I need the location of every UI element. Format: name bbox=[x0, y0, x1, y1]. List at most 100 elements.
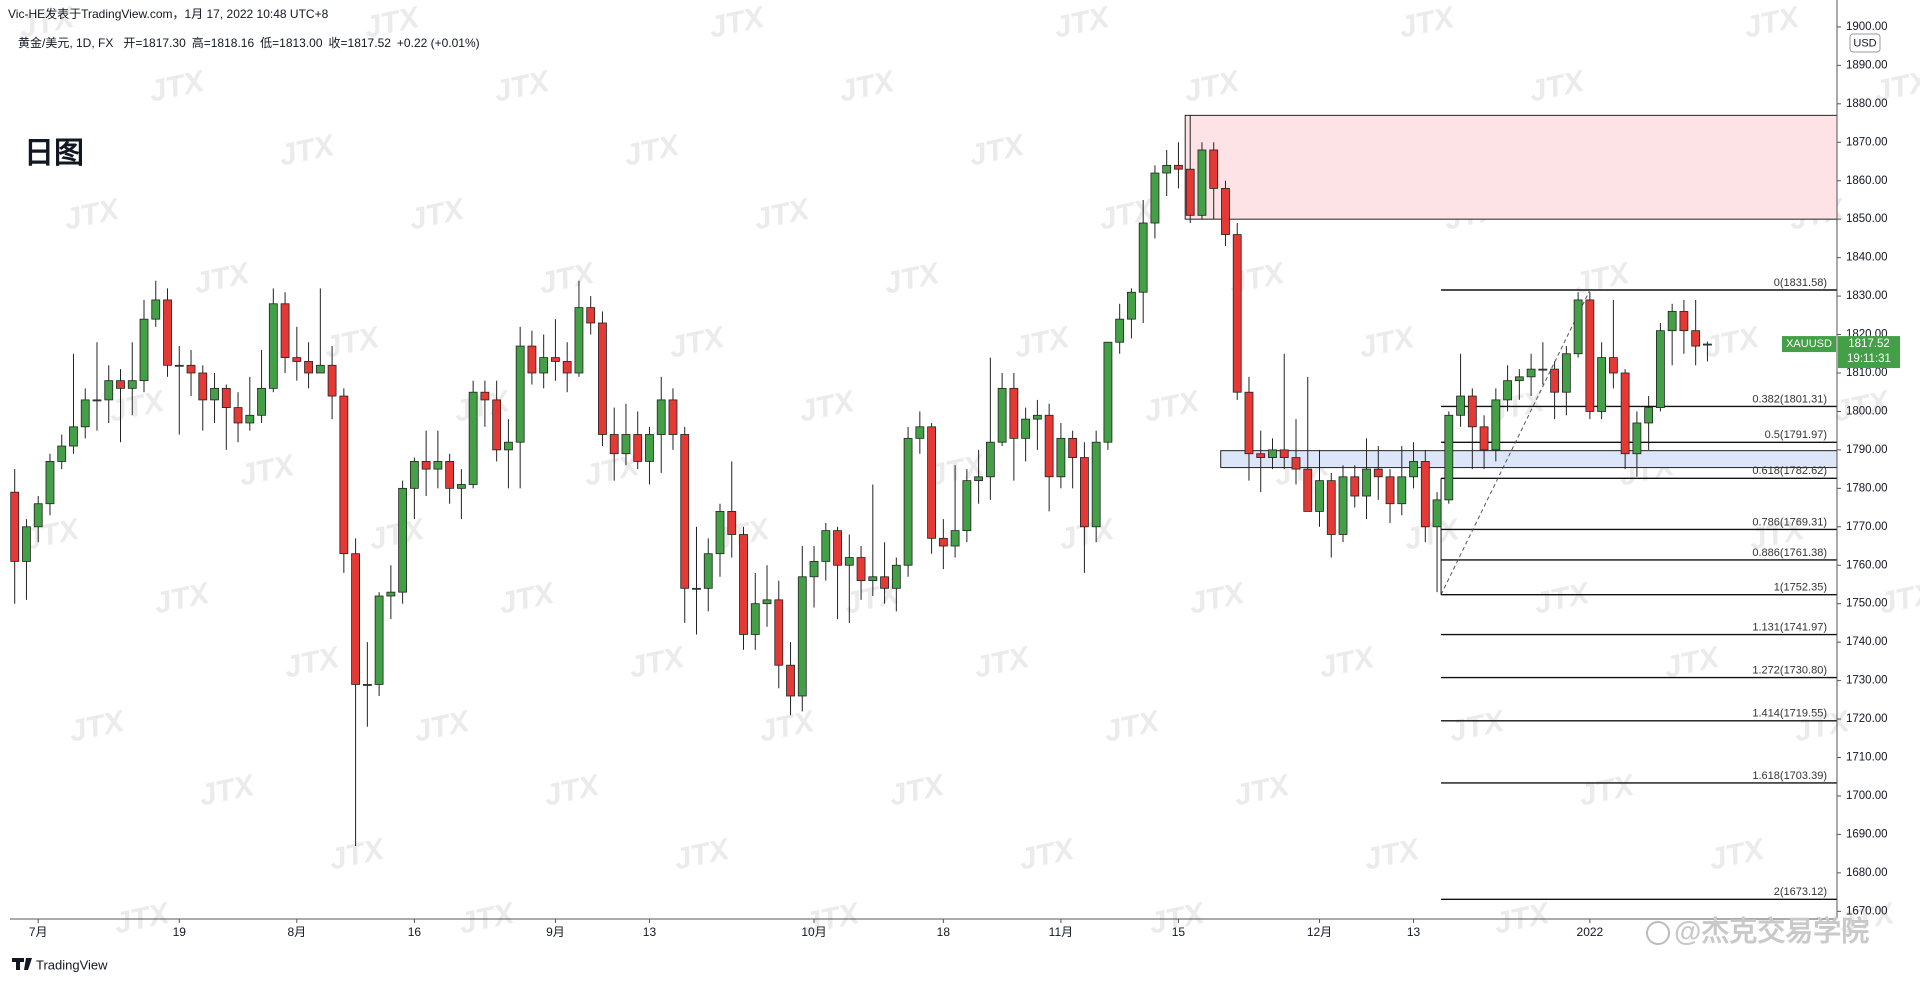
candle-body bbox=[386, 591, 396, 597]
candle-body bbox=[985, 441, 995, 478]
fib-label: 0.886(1761.38) bbox=[1752, 547, 1827, 559]
y-tick-label: 1770.00 bbox=[1846, 521, 1888, 533]
candle-body bbox=[480, 391, 490, 401]
ticker: XAUUSD bbox=[1786, 338, 1832, 350]
candle-body bbox=[1091, 441, 1101, 528]
candle-body bbox=[351, 553, 360, 685]
candle-body bbox=[1338, 476, 1348, 535]
candle-body bbox=[280, 303, 290, 359]
candle-body bbox=[844, 557, 854, 566]
candle-body bbox=[1573, 299, 1583, 355]
legend-item: 收=1817.52 bbox=[329, 36, 392, 50]
candle-body bbox=[1491, 399, 1501, 451]
candle-body bbox=[1620, 372, 1630, 455]
candle-body bbox=[1291, 457, 1301, 470]
candle-body bbox=[1115, 318, 1125, 343]
y-tick-label: 1710.00 bbox=[1846, 752, 1888, 764]
candle-body bbox=[668, 399, 678, 435]
candle-body bbox=[938, 537, 948, 547]
candle-body bbox=[1197, 149, 1207, 216]
candle-body bbox=[1608, 357, 1618, 374]
candle-body bbox=[809, 560, 819, 578]
candle-body bbox=[80, 399, 90, 428]
candle-body bbox=[598, 322, 607, 435]
candle-body bbox=[69, 426, 78, 447]
y-tick-label: 1740.00 bbox=[1846, 636, 1888, 648]
candle-body bbox=[1044, 414, 1054, 478]
brand-name: TradingView bbox=[36, 957, 108, 972]
candle-body bbox=[433, 461, 443, 470]
candle-body bbox=[374, 595, 384, 685]
candle-body bbox=[551, 357, 560, 362]
candle-body bbox=[574, 307, 584, 374]
x-tick-label: 12月 bbox=[1307, 925, 1332, 939]
y-tick-label: 1870.00 bbox=[1846, 136, 1888, 148]
candle-body bbox=[45, 461, 55, 505]
y-tick-label: 1720.00 bbox=[1846, 713, 1888, 725]
candle-body bbox=[1303, 468, 1313, 512]
candle-body bbox=[504, 441, 513, 451]
candle-body bbox=[1397, 476, 1407, 505]
candle-body bbox=[421, 461, 431, 470]
candle-body bbox=[245, 414, 255, 424]
candle-body bbox=[962, 480, 972, 532]
candle-body bbox=[1315, 480, 1324, 512]
candle-body bbox=[1479, 426, 1489, 451]
candle-body bbox=[868, 576, 878, 582]
candle-body bbox=[1514, 376, 1524, 382]
header: Vic-HE发表于TradingView.com，1月 17, 2022 10:… bbox=[8, 6, 329, 21]
y-tick-label: 1860.00 bbox=[1846, 175, 1888, 187]
candle-body bbox=[315, 364, 325, 374]
candle-body bbox=[539, 357, 549, 374]
candle-body bbox=[1232, 234, 1242, 393]
x-tick-label: 2022 bbox=[1577, 925, 1604, 939]
candle-body bbox=[645, 434, 654, 462]
candle-body bbox=[163, 299, 172, 366]
candle-body bbox=[1350, 476, 1360, 497]
candle-body bbox=[116, 380, 125, 389]
y-tick-label: 1760.00 bbox=[1846, 559, 1888, 571]
last-price: 1817.52 bbox=[1848, 338, 1890, 350]
candle-body bbox=[362, 684, 372, 686]
y-tick-label: 1730.00 bbox=[1846, 675, 1888, 687]
fib-label: 0.786(1769.31) bbox=[1752, 516, 1827, 528]
y-tick-label: 1880.00 bbox=[1846, 98, 1888, 110]
candle-body bbox=[856, 557, 866, 582]
fib-label: 2(1673.12) bbox=[1774, 886, 1827, 898]
candle-body bbox=[1585, 299, 1595, 412]
candle-body bbox=[1221, 188, 1230, 235]
candle-body bbox=[1444, 414, 1454, 501]
y-tick-label: 1670.00 bbox=[1846, 905, 1888, 917]
fib-label: 1.131(1741.97) bbox=[1752, 621, 1827, 633]
candle-body bbox=[903, 437, 913, 566]
candle-body bbox=[210, 387, 219, 401]
candle-body bbox=[445, 461, 455, 489]
candle-body bbox=[1503, 380, 1512, 401]
legend: 黄金/美元, 1D, FX 开=1817.30 高=1818.16 低=1813.00… bbox=[18, 35, 480, 50]
candle-body bbox=[233, 407, 243, 424]
candle-body bbox=[786, 664, 795, 697]
candle-body bbox=[621, 434, 631, 455]
candle-body bbox=[57, 445, 67, 462]
candle-body bbox=[762, 599, 772, 605]
candle-body bbox=[92, 399, 102, 402]
candle-body bbox=[656, 399, 666, 435]
candle-body bbox=[692, 587, 701, 590]
candle-body bbox=[774, 599, 784, 666]
candle-body bbox=[1244, 391, 1254, 455]
candle-body bbox=[1162, 164, 1172, 174]
candle-body bbox=[527, 345, 537, 374]
candle-body bbox=[127, 380, 137, 389]
y-tick-label: 1700.00 bbox=[1846, 790, 1888, 802]
candle-body bbox=[1456, 395, 1465, 416]
y-tick-label: 1750.00 bbox=[1846, 598, 1888, 610]
candle-body bbox=[33, 503, 43, 528]
candle-body bbox=[1268, 449, 1277, 458]
y-tick-label: 1790.00 bbox=[1846, 444, 1888, 456]
y-tick-label: 1810.00 bbox=[1846, 367, 1888, 379]
candle-body bbox=[22, 526, 31, 562]
candle-body bbox=[1056, 437, 1066, 478]
candle-body bbox=[151, 299, 161, 320]
candle-body bbox=[1467, 395, 1477, 428]
